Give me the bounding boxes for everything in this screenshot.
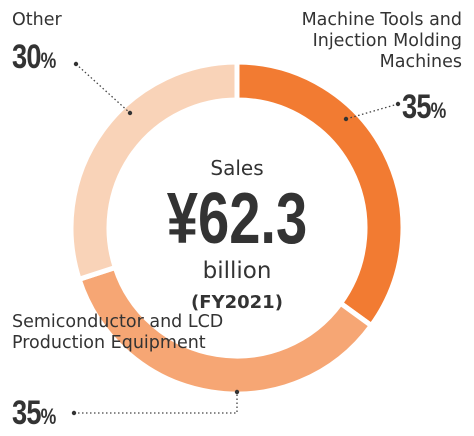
center-value: ¥62.3 [166, 179, 308, 259]
leader-dot [127, 110, 133, 116]
center-period: (FY2021) [191, 292, 283, 313]
donut-segment [75, 264, 375, 397]
leader-dot [73, 61, 79, 67]
leader-dot [395, 101, 401, 107]
leader-dot [71, 410, 77, 416]
category-label: Other [12, 10, 62, 30]
leader-line [74, 392, 238, 414]
center-unit: billion [202, 258, 272, 284]
center-label: Sales [210, 156, 264, 180]
leader-dot [343, 116, 349, 122]
leader-dot [234, 389, 240, 395]
value-label: 35% [12, 394, 56, 432]
donut-segment [234, 59, 406, 330]
donut-segment [68, 59, 240, 283]
leader-line [345, 103, 399, 120]
value-label: 35% [402, 88, 446, 126]
category-label: Semiconductor and LCD Production Equipme… [12, 312, 224, 353]
leader-line [75, 63, 131, 114]
category-label: Machine Tools and Injection Molding Mach… [301, 10, 462, 72]
value-label: 30% [12, 38, 56, 76]
